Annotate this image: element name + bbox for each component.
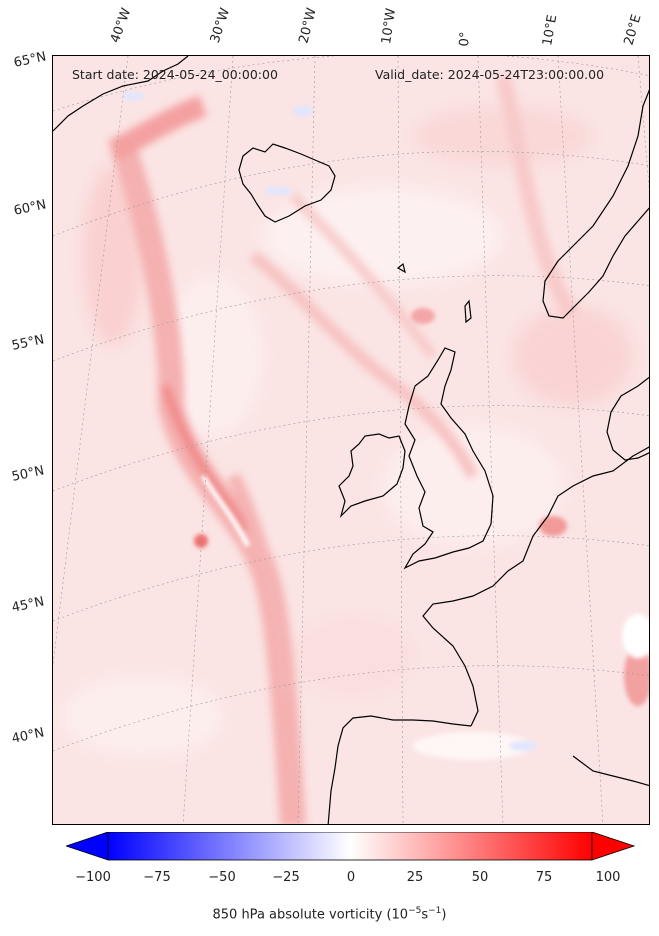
vorticity-band-highlight [121,92,649,760]
colorbar-title: 850 hPa absolute vorticity (10−5s−1) [212,906,447,923]
colorbar [66,832,636,861]
lon-label-30w: 30°W [207,6,234,45]
shetland-islands [464,299,472,324]
valid-date-label: Valid_date: 2024-05-24T23:00:00.00 [375,67,605,82]
ireland-coast [338,433,406,519]
lon-label-10w: 10°W [379,7,399,45]
colorbar-tick: 25 [406,870,424,885]
britain-coast [403,347,494,570]
lat-label-60n: 60°N [12,197,48,219]
lat-label-65n: 65°N [12,49,48,71]
colorbar-tick: −100 [75,870,111,885]
colorbar-gradient [107,832,593,861]
colorbar-tick: −25 [272,870,300,885]
coastlines [53,56,649,824]
lat-label-40n: 40°N [10,725,46,747]
iceland-coast [238,143,336,223]
lat-label-50n: 50°N [10,463,46,485]
faroe-islands [396,262,406,274]
colorbar-extend-max [591,832,636,861]
colorbar-tick: 0 [346,870,356,885]
lat-label-55n: 55°N [10,332,46,354]
greenland-coast [53,56,189,132]
colorbar-tick: 50 [471,870,489,885]
colorbar-tick: 100 [595,870,621,885]
colorbar-tick: −50 [208,870,236,885]
colorbar-extend-min [66,832,109,861]
lon-label-20e: 20°E [621,12,645,47]
lat-label-45n: 45°N [10,594,46,616]
colorbar-tick: 75 [535,870,553,885]
lon-label-40w: 40°W [107,6,135,45]
map-canvas [53,56,649,824]
scandinavia-coast [542,89,649,319]
denmark-coast [606,376,649,461]
colorbar-tick: −75 [143,870,171,885]
iberia-coast [327,715,472,824]
vorticity-map [52,55,650,825]
lon-label-10e: 10°E [540,13,561,47]
lon-label-0: 0° [457,31,474,47]
mediterranean-coast [572,755,649,787]
france-coast [422,446,649,727]
start-date-label: Start date: 2024-05-24_00:00:00 [72,67,278,82]
lon-label-20w: 20°W [296,6,320,46]
